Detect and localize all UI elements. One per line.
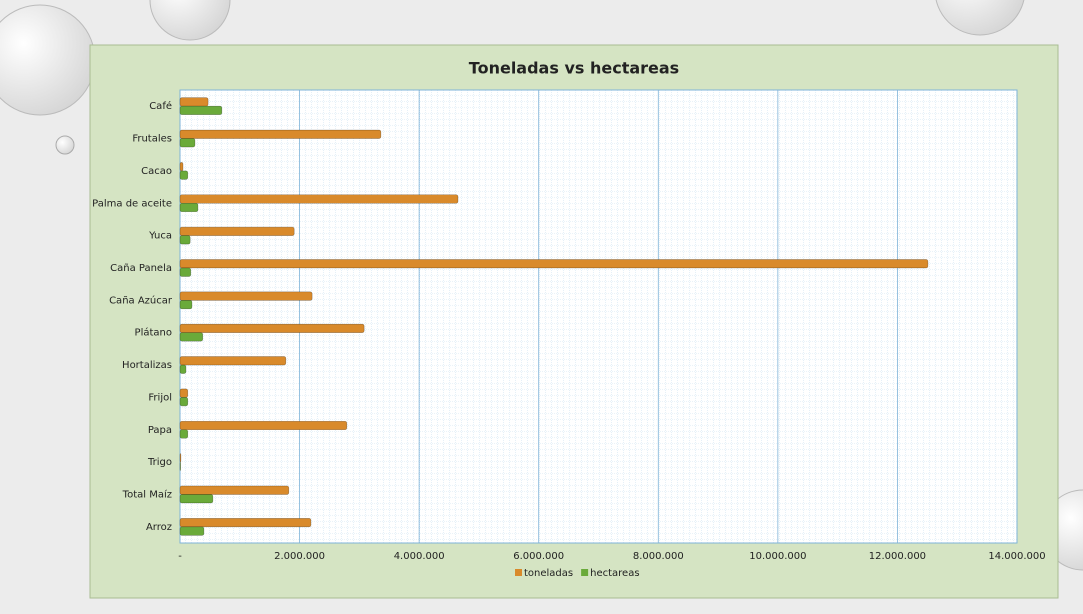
- x-tick-label: 4.000.000: [394, 551, 445, 562]
- bar: [179, 129, 382, 139]
- bar: [179, 323, 365, 333]
- bar: [179, 138, 196, 148]
- legend-label: hectareas: [590, 568, 639, 579]
- bar: [179, 494, 214, 504]
- y-tick-label: Plátano: [135, 327, 172, 339]
- bar: [179, 194, 459, 204]
- legend-label: toneladas: [524, 568, 573, 579]
- x-tick-label: 14.000.000: [988, 551, 1045, 562]
- y-tick-label: Hortalizas: [122, 360, 172, 371]
- bar: [179, 397, 189, 407]
- bar: [179, 202, 199, 213]
- x-tick-label: 8.000.000: [633, 551, 684, 562]
- bar: [179, 267, 192, 277]
- y-tick-label: Palma de aceite: [92, 198, 172, 209]
- bar: [179, 162, 184, 172]
- bar: [179, 485, 290, 495]
- x-tick-label: 10.000.000: [749, 551, 806, 562]
- bar: [179, 170, 189, 180]
- y-tick-label: Caña Panela: [110, 263, 172, 274]
- x-tick-label: 12.000.000: [869, 551, 926, 562]
- y-tick-label: Caña Azúcar: [109, 294, 173, 306]
- bar: [179, 300, 193, 310]
- bar: [179, 97, 209, 107]
- x-tick-label: -: [178, 551, 182, 562]
- y-tick-label: Café: [149, 100, 172, 112]
- y-tick-label: Arroz: [146, 522, 172, 533]
- decor-bubble: [55, 135, 75, 155]
- bar: [179, 291, 313, 301]
- x-tick-label: 6.000.000: [513, 551, 564, 562]
- bar: [179, 332, 204, 342]
- y-tick-label: Papa: [148, 425, 172, 436]
- bar: [179, 420, 348, 431]
- y-tick-label: Cacao: [141, 166, 172, 177]
- bar: [179, 453, 182, 463]
- bar: [179, 105, 223, 115]
- y-tick-label: Total Maíz: [122, 488, 172, 500]
- bar: [179, 364, 187, 374]
- legend-swatch: [515, 569, 522, 576]
- bar: [179, 259, 929, 269]
- bar: [179, 429, 189, 439]
- bar: [179, 356, 287, 366]
- plot-grid-minor: [179, 89, 1018, 544]
- x-tick-label: 2.000.000: [274, 551, 325, 562]
- decor-bubble: [935, 0, 1025, 36]
- bar: [179, 235, 191, 245]
- chart-title: Toneladas vs hectareas: [469, 59, 679, 78]
- y-tick-label: Trigo: [147, 457, 172, 468]
- y-tick-label: Frijol: [148, 392, 172, 403]
- bar: [179, 226, 295, 236]
- bar: [179, 518, 312, 528]
- decor-bubble: [149, 0, 231, 41]
- bar: [179, 461, 181, 471]
- bar: [179, 526, 205, 536]
- y-tick-label: Frutales: [132, 134, 172, 145]
- legend-swatch: [581, 569, 589, 576]
- bar: [179, 388, 189, 398]
- y-tick-label: Yuca: [148, 231, 172, 242]
